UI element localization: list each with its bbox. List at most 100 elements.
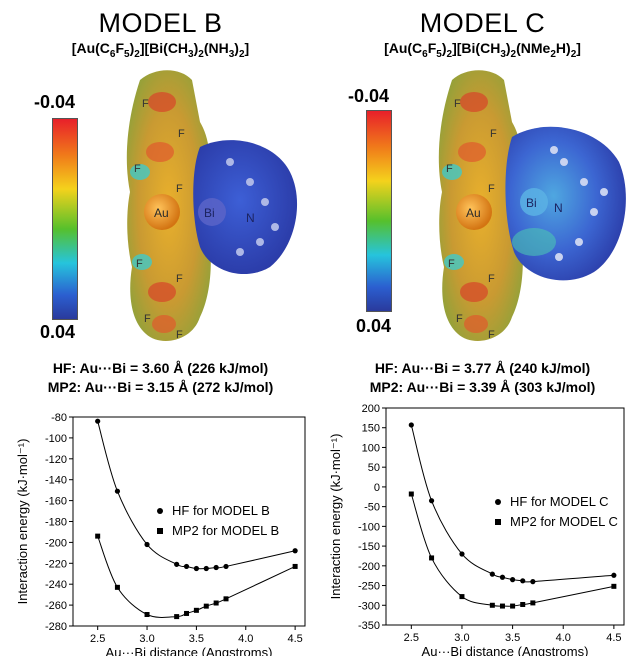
legend-label: MP2 for MODEL B (172, 523, 279, 538)
data-point (499, 603, 505, 609)
data-point (509, 577, 516, 583)
model-b-scale-bottom-label: 0.04 (40, 322, 76, 342)
model-c-f-label: F (448, 258, 455, 270)
model-c-bi-label: Bi (526, 196, 537, 210)
y-tick-label: -280 (45, 621, 67, 633)
model-c-n-label: N (554, 201, 563, 215)
x-tick-label: 2.5 (404, 632, 419, 644)
model-b-panel: MODEL B [Au(C6F5)2][Bi(CH3)2(NH3)2] -0.0… (0, 0, 321, 376)
data-point (429, 555, 435, 561)
data-point (530, 579, 536, 585)
x-tick-label: 3.0 (139, 633, 154, 645)
legend-marker (495, 519, 501, 525)
plot-frame (72, 416, 306, 627)
y-tick-label: 150 (362, 423, 380, 435)
y-axis-label: Interaction energy (kJ·mol⁻¹) (328, 434, 343, 600)
data-point (611, 583, 617, 589)
x-tick-label: 2.5 (90, 633, 105, 645)
model-c-au-label: Au (466, 206, 481, 220)
legend-marker (495, 499, 501, 505)
model-c-f-label: F (456, 313, 463, 325)
series-line (97, 421, 296, 570)
data-point (459, 594, 465, 600)
x-tick-label: 3.0 (454, 632, 469, 644)
x-tick-label: 4.5 (606, 632, 621, 644)
data-point (408, 491, 414, 497)
model-c-f-label: F (454, 98, 461, 110)
data-point (144, 612, 150, 618)
model-b-f-label: F (176, 183, 183, 195)
data-point (203, 565, 209, 572)
y-tick-label: -160 (45, 496, 67, 508)
data-point (144, 541, 150, 548)
y-tick-label: -240 (45, 579, 67, 591)
y-tick-label: -300 (358, 600, 380, 612)
plot-frame (385, 407, 625, 626)
model-c-bi-atom (520, 188, 548, 216)
y-tick-label: -180 (45, 517, 67, 529)
model-b-f-label: F (136, 258, 143, 270)
data-point (223, 596, 229, 602)
model-b-f-label: F (134, 163, 141, 175)
model-b-au-atom (144, 194, 180, 230)
legend-marker (157, 508, 163, 514)
x-tick-label: 4.0 (238, 633, 253, 645)
model-c-molecule-surface: Au Bi N F F F F F F F F (438, 70, 626, 341)
y-tick-label: -50 (364, 502, 380, 514)
legend-label: MP2 for MODEL C (510, 514, 618, 529)
model-b-hf-result: HF: Au···Bi = 3.60 Å (226 kJ/mol) (52, 360, 269, 376)
model-b-f-label: F (178, 128, 185, 140)
legend-label: HF for MODEL B (172, 503, 270, 518)
x-axis-label: Au···Bi distance (Angstroms) (422, 644, 589, 656)
data-point (489, 571, 495, 577)
model-b-n-label: N (246, 211, 255, 225)
model-b-title: MODEL B (98, 8, 223, 38)
data-point (95, 418, 101, 424)
model-c-energy-chart: -350 -300 -250 -200 -150 -100 -50 0 50 100 150 200 2… (328, 403, 625, 656)
data-point (428, 498, 435, 504)
data-point (193, 565, 200, 572)
model-c-f-label: F (488, 273, 495, 285)
data-point (223, 563, 229, 570)
model-c-color-scale (366, 110, 392, 312)
model-c-f-label: F (488, 183, 495, 195)
data-point (520, 601, 526, 607)
model-c-hf-result: HF: Au···Bi = 3.77 Å (240 kJ/mol) (374, 360, 591, 376)
data-point (408, 422, 414, 428)
model-b-f-label: F (142, 98, 149, 110)
model-b-energy-chart: -280 -260 -240 -220 -200 -180 -160 -140 -120 -100… (15, 412, 306, 656)
model-b-bi-label: Bi (204, 206, 215, 220)
data-point (489, 602, 495, 608)
data-point (174, 561, 180, 567)
data-point (114, 488, 121, 494)
y-tick-label: -150 (358, 541, 380, 553)
model-b-f-label: F (144, 313, 151, 325)
x-axis-label: Au···Bi distance (Angstroms) (106, 645, 273, 656)
y-tick-label: -120 (45, 454, 67, 466)
data-point (459, 551, 465, 557)
y-tick-label: -250 (358, 581, 380, 593)
model-c-f-label: F (488, 329, 495, 341)
data-point (213, 600, 219, 606)
model-b-formula: [Au(C6F5)2][Bi(CH3)2(NH3)2] (71, 40, 250, 60)
data-point (530, 600, 536, 606)
y-tick-label: -200 (358, 561, 380, 573)
data-point (184, 610, 190, 616)
y-tick-label: 100 (362, 442, 380, 454)
y-tick-label: -80 (51, 412, 67, 424)
data-point (510, 603, 516, 609)
data-point (611, 572, 617, 578)
series-line (410, 493, 614, 607)
x-tick-label: 3.5 (505, 632, 520, 644)
model-c-f-label: F (490, 128, 497, 140)
model-b-scale-top-label: -0.04 (34, 92, 76, 112)
data-point (520, 578, 526, 584)
y-tick-label: 0 (374, 482, 380, 494)
y-tick-label: 200 (362, 403, 380, 415)
data-point (95, 533, 101, 539)
y-axis-label: Interaction energy (kJ·mol⁻¹) (15, 439, 30, 605)
model-b-f-label: F (176, 329, 183, 341)
model-c-f-label: F (446, 163, 453, 175)
model-b-molecule-surface: Au Bi N F F F F F F F F (126, 70, 298, 341)
data-point (114, 584, 120, 590)
